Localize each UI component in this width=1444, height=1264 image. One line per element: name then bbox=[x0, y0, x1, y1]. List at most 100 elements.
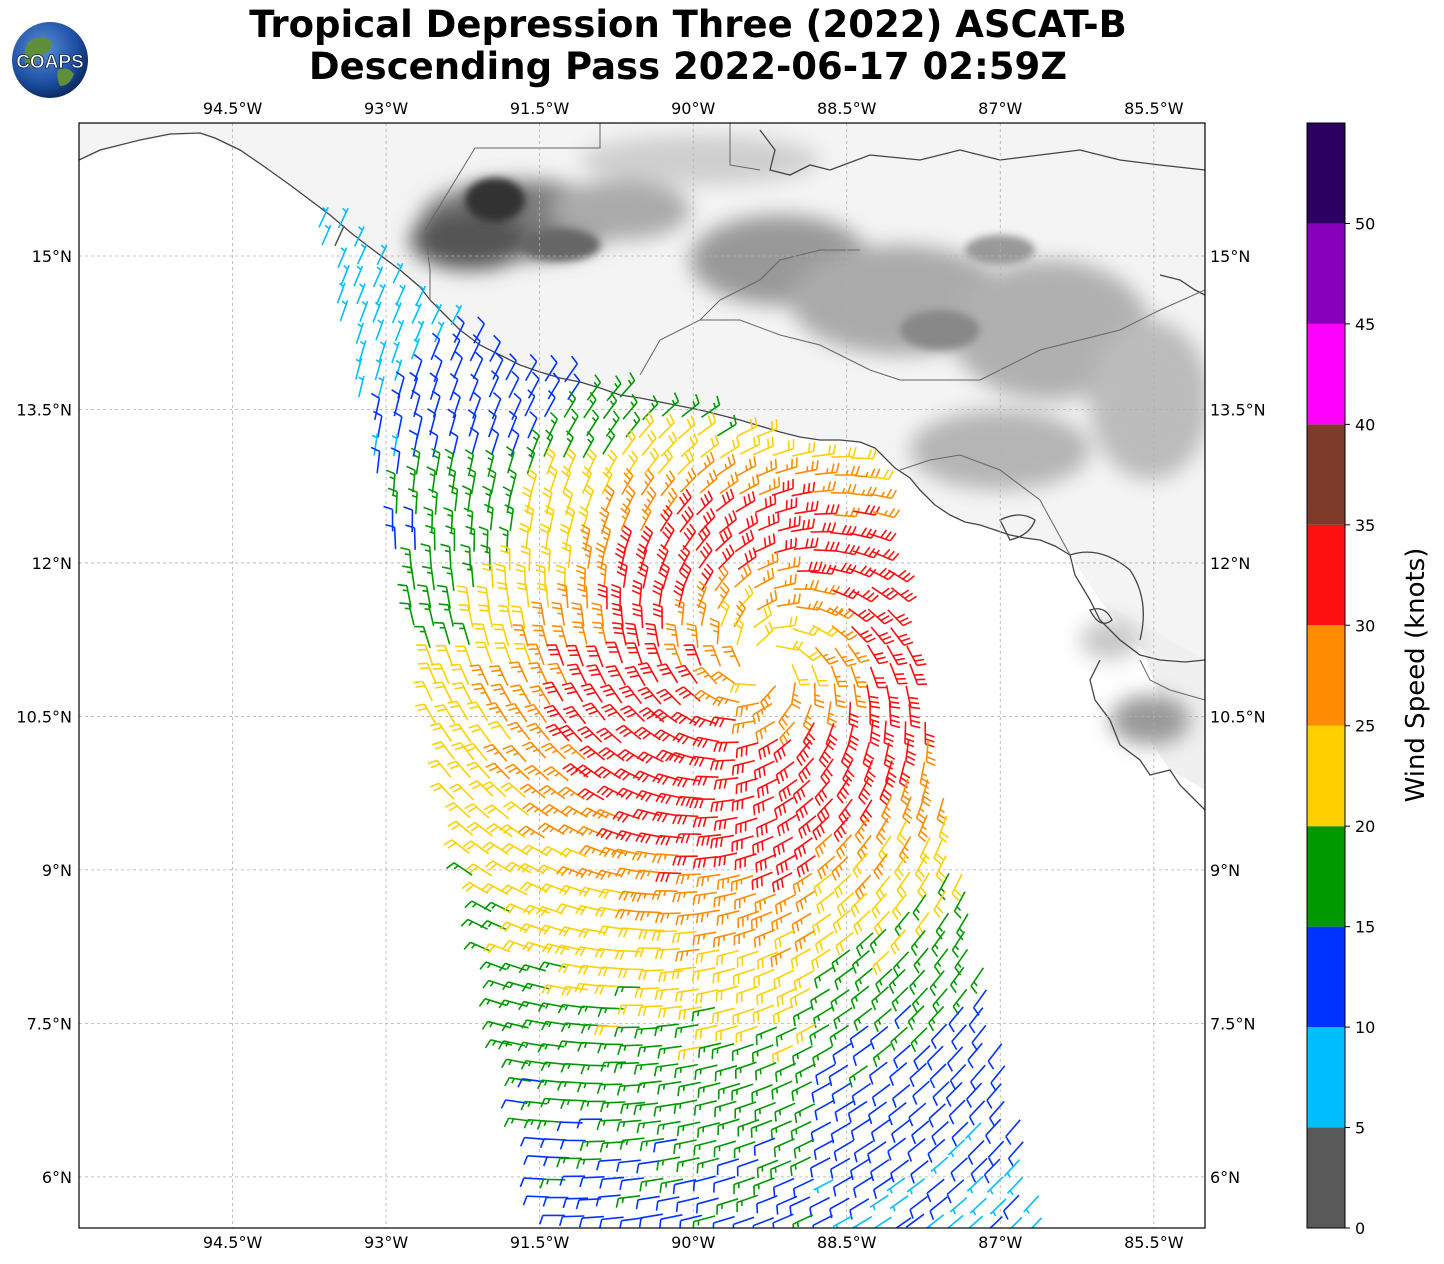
wind-barb bbox=[732, 1008, 755, 1026]
wind-barb bbox=[466, 467, 477, 495]
wind-barb bbox=[370, 392, 381, 420]
wind-barb bbox=[778, 703, 793, 731]
wind-barb bbox=[486, 702, 508, 722]
wind-barb bbox=[556, 824, 585, 836]
wind-barb bbox=[565, 447, 577, 476]
wind-barb bbox=[490, 683, 512, 704]
wind-barb bbox=[576, 1082, 603, 1093]
wind-barb bbox=[480, 883, 509, 895]
wind-barb bbox=[561, 682, 584, 703]
wind-barb bbox=[453, 351, 464, 379]
lon-tick-label-top: 88.5°W bbox=[817, 99, 877, 118]
wind-barb bbox=[656, 1120, 681, 1135]
wind-barb bbox=[651, 889, 678, 901]
colorbar-tick-label: 45 bbox=[1355, 315, 1375, 334]
wind-barb bbox=[872, 1176, 893, 1200]
wind-barb bbox=[871, 893, 888, 919]
wind-barb bbox=[563, 390, 577, 418]
wind-barb bbox=[701, 563, 714, 591]
wind-barb bbox=[929, 1063, 947, 1089]
wind-barb bbox=[921, 779, 932, 807]
wind-barb bbox=[949, 1064, 967, 1090]
wind-barb bbox=[737, 910, 760, 928]
colorbar-bin bbox=[1307, 625, 1345, 726]
wind-barb bbox=[770, 947, 792, 968]
colorbar-tick-label: 50 bbox=[1355, 214, 1375, 233]
wind-barb bbox=[1007, 1141, 1024, 1167]
wind-barb bbox=[935, 855, 947, 883]
wind-barb bbox=[491, 392, 502, 420]
wind-barb bbox=[483, 901, 512, 913]
wind-barb bbox=[798, 815, 817, 839]
wind-barb bbox=[528, 662, 548, 684]
wind-barb bbox=[557, 1003, 585, 1014]
wind-barb bbox=[793, 1138, 815, 1159]
wind-barb bbox=[694, 1024, 719, 1040]
wind-barb bbox=[394, 320, 405, 342]
wind-barb bbox=[654, 948, 681, 960]
wind-barb bbox=[911, 1120, 930, 1145]
wind-barb bbox=[853, 910, 871, 935]
wind-barb bbox=[793, 837, 813, 860]
wind-barb bbox=[719, 471, 739, 495]
wind-barb bbox=[770, 1120, 792, 1140]
wind-barb bbox=[830, 1122, 851, 1144]
wind-barb bbox=[564, 355, 578, 383]
wind-barb bbox=[926, 1045, 944, 1071]
wind-barb bbox=[674, 686, 701, 702]
wind-barb bbox=[834, 874, 852, 899]
wind-barb bbox=[576, 1118, 603, 1129]
wind-barb bbox=[611, 602, 624, 628]
wind-barb bbox=[562, 487, 574, 516]
wind-barb bbox=[731, 1043, 754, 1061]
wind-barb bbox=[852, 1176, 873, 1198]
wind-barb bbox=[737, 1119, 760, 1137]
wind-barb bbox=[909, 1195, 929, 1219]
lon-tick-label-bottom: 91.5°W bbox=[510, 1233, 570, 1252]
wind-barb bbox=[415, 285, 427, 307]
wind-barb bbox=[869, 666, 888, 689]
colorbar-tick-label: 5 bbox=[1355, 1119, 1365, 1138]
wind-barb bbox=[758, 512, 780, 531]
wind-barb bbox=[753, 568, 775, 589]
wind-barb bbox=[755, 853, 777, 873]
wind-barb bbox=[576, 825, 604, 837]
lat-axis-left: 15°N 13.5°N 12°N 10.5°N 9°N 7.5°N 6°N bbox=[16, 247, 72, 1187]
wind-barb bbox=[814, 1099, 835, 1121]
wind-barb bbox=[833, 1006, 853, 1030]
wind-barb bbox=[579, 844, 607, 856]
wind-barb bbox=[794, 500, 819, 515]
wind-barb bbox=[519, 1177, 546, 1188]
wind-barb bbox=[504, 1076, 532, 1087]
wind-barb bbox=[889, 1195, 909, 1212]
wind-barb bbox=[790, 948, 811, 970]
wind-barb bbox=[634, 987, 660, 999]
wind-barb bbox=[661, 392, 680, 417]
wind-barb bbox=[606, 375, 622, 402]
wind-barb bbox=[524, 389, 536, 417]
wind-barb bbox=[425, 524, 436, 551]
wind-barb bbox=[502, 744, 527, 763]
wind-barb bbox=[616, 1119, 642, 1132]
wind-barb bbox=[511, 605, 526, 629]
wind-barb bbox=[910, 1027, 928, 1053]
wind-barb bbox=[540, 845, 568, 857]
wind-barb bbox=[562, 430, 574, 458]
wind-barb bbox=[755, 1026, 778, 1045]
wind-barb bbox=[443, 507, 454, 534]
wind-barb bbox=[700, 434, 720, 458]
wind-barb bbox=[409, 371, 419, 400]
wind-barb bbox=[617, 1004, 644, 1015]
wind-barb bbox=[736, 1158, 759, 1177]
wind-barb bbox=[521, 741, 547, 759]
wind-barb bbox=[665, 622, 679, 648]
wind-barb bbox=[890, 1159, 910, 1183]
wind-barb bbox=[863, 759, 876, 788]
wind-barb bbox=[855, 932, 874, 957]
wind-barb bbox=[809, 564, 837, 575]
wind-barb bbox=[773, 1138, 795, 1158]
lat-tick-label-right: 9°N bbox=[1210, 861, 1240, 880]
wind-barb bbox=[820, 758, 834, 786]
wind-barb bbox=[678, 1006, 703, 1021]
wind-barb bbox=[614, 542, 627, 571]
